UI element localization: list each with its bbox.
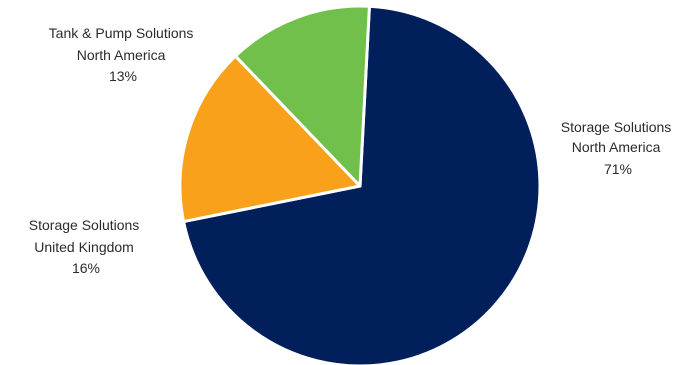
slice-label-storage-na: Storage Solutions North America 71%: [561, 119, 675, 177]
slice-tank-pump-north-america: [233, 4, 371, 188]
slice-storage-united-kingdom: [178, 54, 362, 224]
slice-label-storage-uk: Storage Solutions United Kingdom 16%: [29, 217, 143, 276]
slice-storage-north-america: [182, 4, 542, 365]
pie-slices: [178, 4, 542, 365]
slice-label-tank-pump-na: Tank & Pump Solutions North America 13%: [49, 25, 198, 84]
